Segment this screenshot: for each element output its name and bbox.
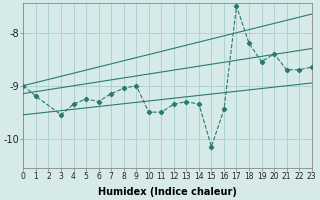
X-axis label: Humidex (Indice chaleur): Humidex (Indice chaleur) bbox=[98, 187, 237, 197]
